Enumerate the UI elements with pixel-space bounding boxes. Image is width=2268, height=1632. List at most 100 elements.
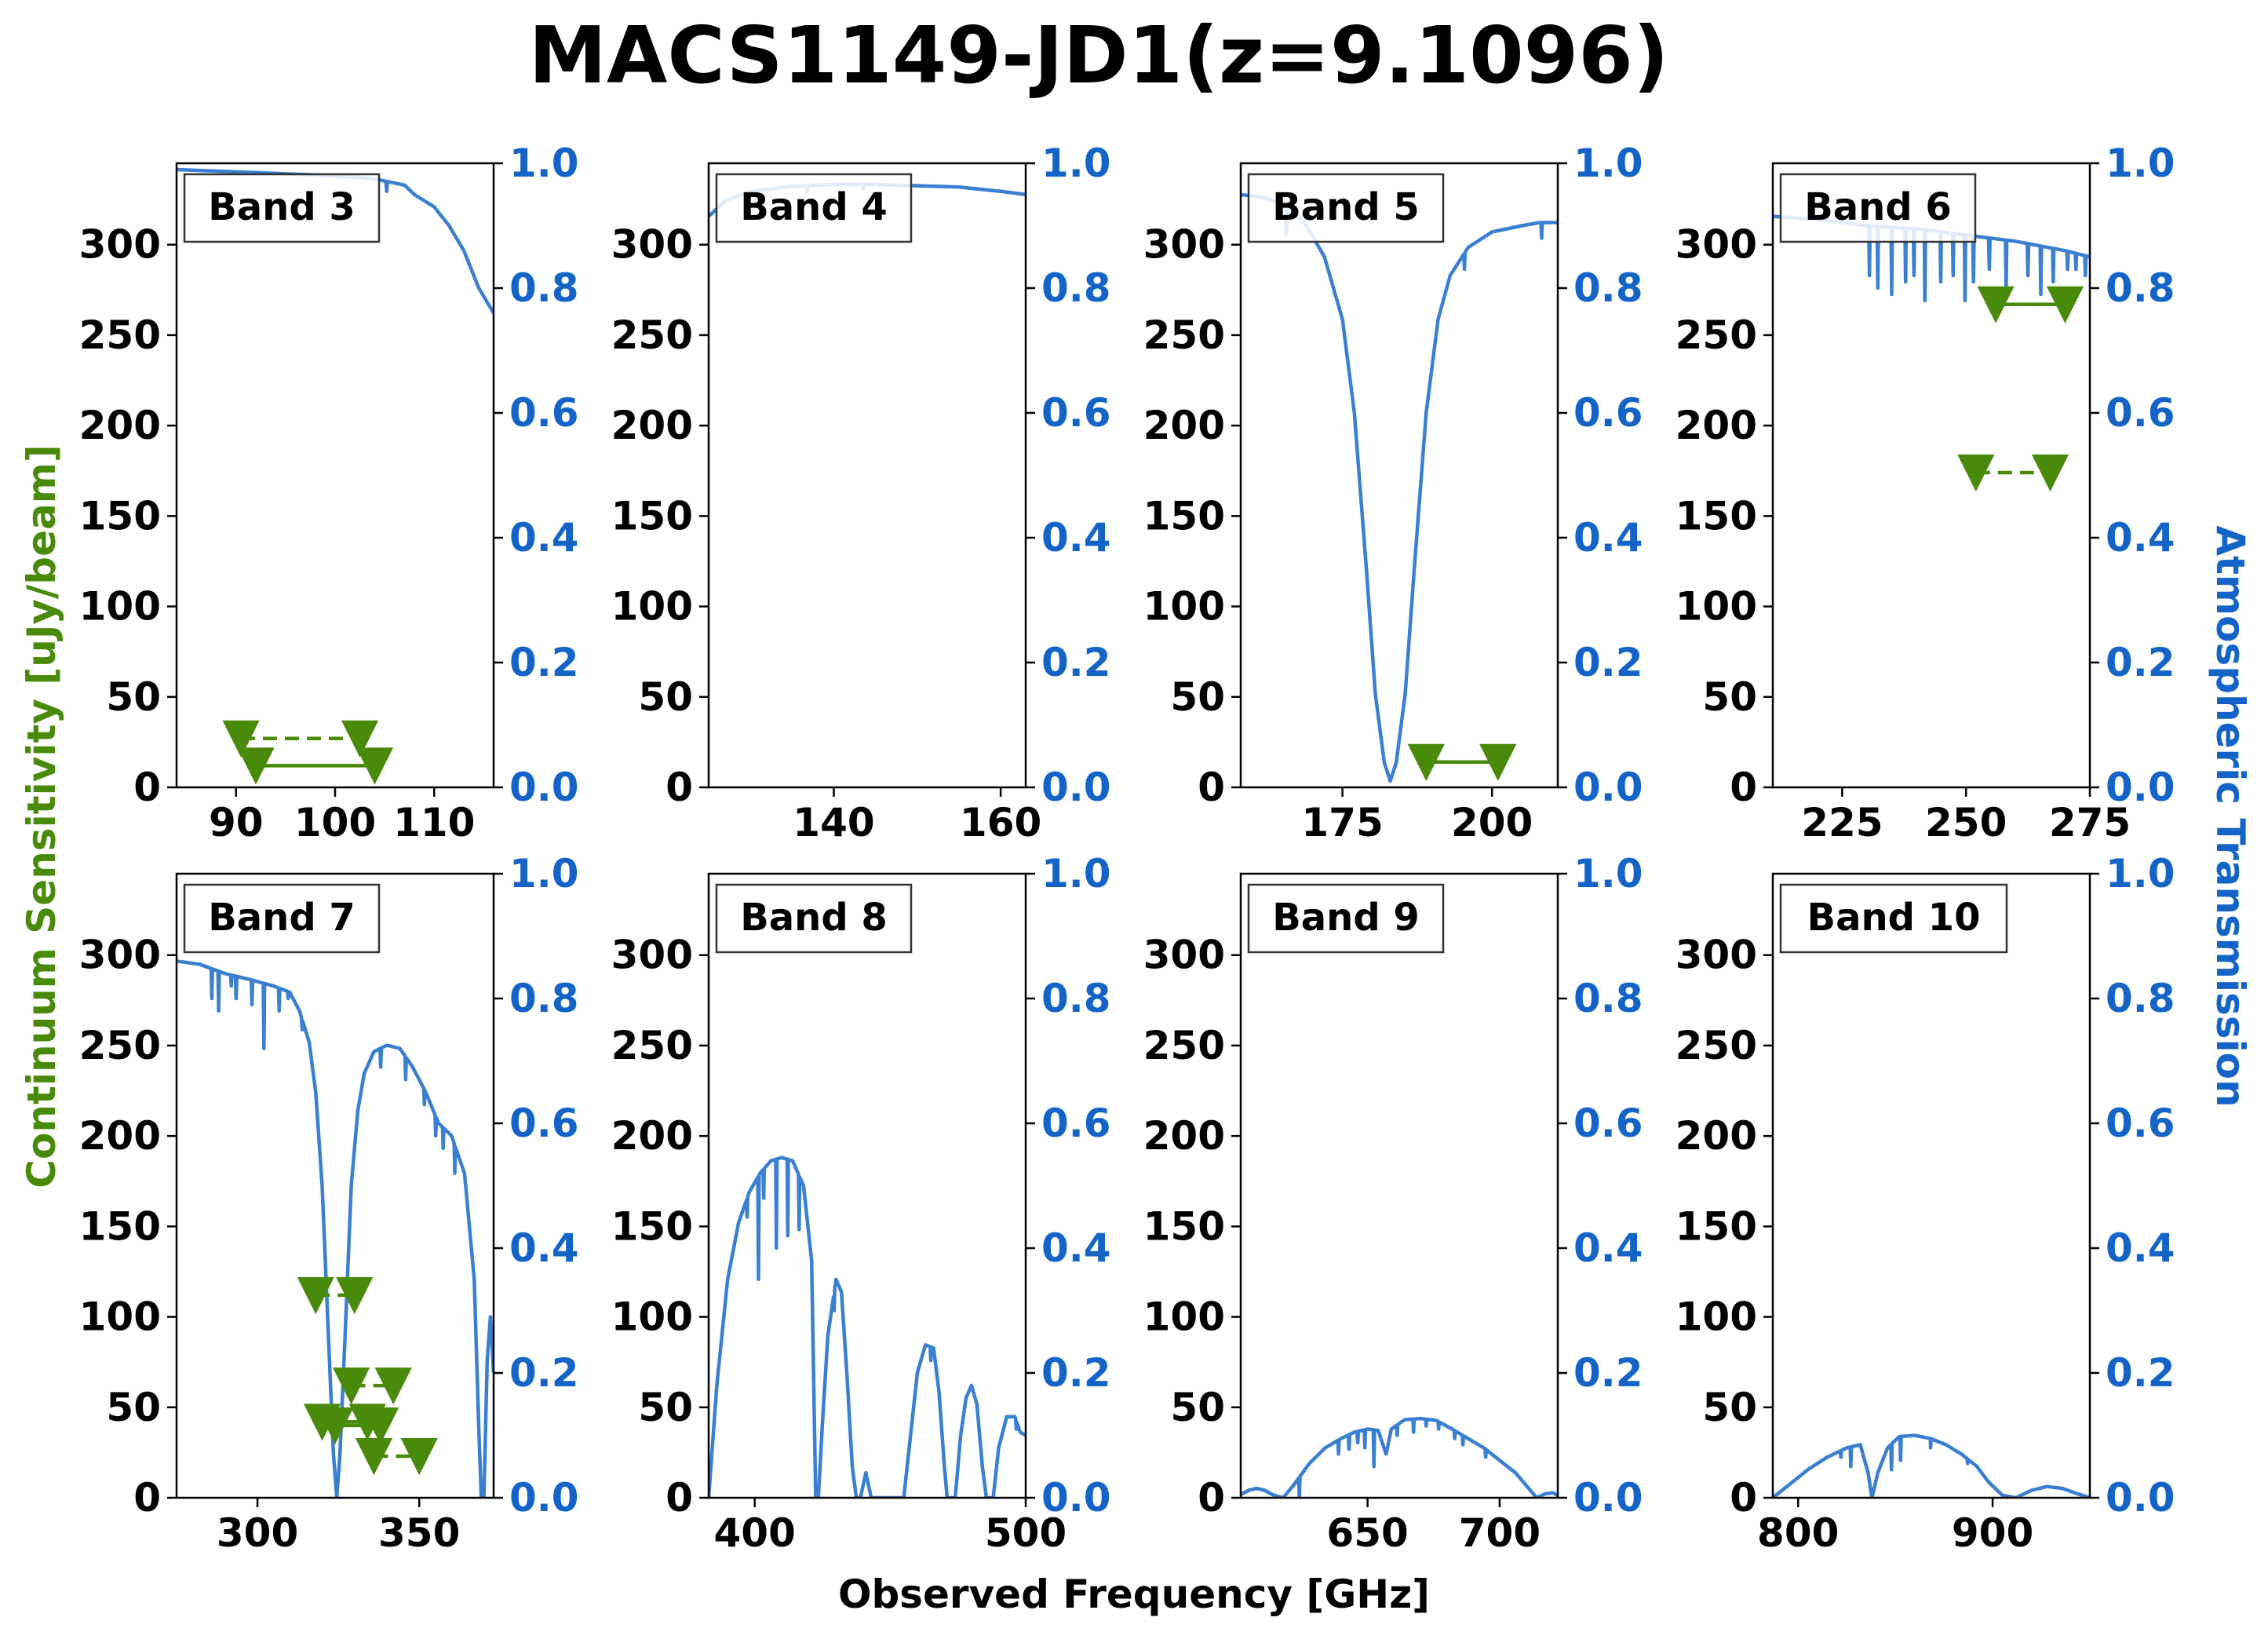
left-y-tick-label: 200 bbox=[1675, 1113, 1757, 1159]
right-y-tick-label: 0.4 bbox=[1573, 515, 1643, 560]
x-tick-label: 250 bbox=[1925, 800, 2007, 845]
left-y-tick-label: 200 bbox=[1143, 1113, 1225, 1159]
right-y-tick-label: 0.4 bbox=[2106, 1225, 2175, 1271]
right-y-tick-label: 0.0 bbox=[1573, 765, 1643, 810]
left-y-tick-label: 0 bbox=[1198, 765, 1225, 810]
left-y-tick-label: 250 bbox=[1143, 1023, 1225, 1068]
left-y-tick-label: 300 bbox=[1143, 222, 1225, 268]
left-y-tick-label: 250 bbox=[1143, 312, 1225, 358]
left-y-tick-label: 150 bbox=[1675, 1203, 1757, 1249]
right-y-tick-label: 0.4 bbox=[509, 515, 579, 560]
right-y-tick-label: 1.0 bbox=[2106, 141, 2175, 186]
right-y-tick-label: 0.0 bbox=[2106, 1475, 2175, 1521]
band-label-band-4: Band 4 bbox=[740, 185, 888, 229]
left-y-tick-label: 150 bbox=[79, 493, 161, 539]
right-y-tick-label: 0.6 bbox=[1041, 1101, 1111, 1146]
x-tick-label: 700 bbox=[1459, 1510, 1541, 1556]
band-label-box-band-9 bbox=[1247, 883, 1445, 954]
left-y-tick-label: 0 bbox=[665, 765, 693, 810]
left-y-tick-label: 100 bbox=[1675, 584, 1757, 630]
left-y-tick-label: 100 bbox=[79, 584, 161, 630]
left-y-tick-label: 100 bbox=[1143, 584, 1225, 630]
left-y-tick-label: 300 bbox=[1143, 933, 1225, 978]
left-y-tick-label: 250 bbox=[1675, 312, 1757, 358]
left-y-tick-label: 0 bbox=[133, 1475, 161, 1521]
panel-frame-band-5 bbox=[1239, 162, 1559, 789]
band-label-band-6: Band 6 bbox=[1804, 185, 1952, 229]
left-y-tick-label: 100 bbox=[79, 1294, 161, 1340]
left-y-tick-label: 150 bbox=[611, 493, 693, 539]
sensitivity-marker-band-6-0-low bbox=[1977, 286, 2015, 323]
sensitivity-marker-band-7-1-low bbox=[332, 1367, 370, 1405]
x-tick-label: 650 bbox=[1326, 1510, 1408, 1556]
x-tick-label: 900 bbox=[1952, 1510, 2033, 1556]
left-y-tick-label: 150 bbox=[611, 1203, 693, 1249]
sensitivity-marker-band-7-4-high bbox=[400, 1438, 438, 1476]
sensitivity-marker-band-7-3-high bbox=[362, 1407, 399, 1445]
right-y-tick-label: 0.6 bbox=[509, 390, 579, 436]
left-y-tick-label: 0 bbox=[665, 1475, 693, 1521]
left-y-tick-label: 0 bbox=[1730, 765, 1757, 810]
left-y-tick-label: 200 bbox=[79, 1113, 161, 1159]
sensitivity-marker-band-5-0-low bbox=[1407, 743, 1445, 781]
left-y-tick-label: 300 bbox=[79, 222, 161, 268]
transmission-line-band-9 bbox=[1241, 1416, 1558, 1498]
right-y-tick-label: 0.0 bbox=[509, 765, 579, 810]
left-y-tick-label: 50 bbox=[638, 1385, 693, 1430]
right-y-tick-label: 0.8 bbox=[509, 976, 579, 1021]
right-y-tick-label: 0.4 bbox=[2106, 515, 2175, 560]
panel-frame-band-8 bbox=[707, 872, 1027, 1499]
right-y-tick-label: 0.2 bbox=[2106, 640, 2175, 685]
x-tick-label: 300 bbox=[217, 1510, 298, 1556]
panel-band-3: 0 50 100 150 200 250 300 0.0 0.2 0.4 0.6 0.8 1.0 90 10… bbox=[79, 141, 579, 845]
band-label-box-band-6 bbox=[1779, 173, 1977, 243]
left-y-tick-label: 250 bbox=[79, 1023, 161, 1068]
right-y-tick-label: 0.0 bbox=[1041, 765, 1111, 810]
sensitivity-marker-band-3-0-high bbox=[341, 720, 379, 758]
right-y-tick-label: 1.0 bbox=[509, 851, 579, 896]
left-y-tick-label: 50 bbox=[1170, 1385, 1225, 1430]
right-y-axis-label: Atmospheric Transmission bbox=[2208, 525, 2253, 1107]
left-y-tick-label: 0 bbox=[1730, 1475, 1757, 1521]
panel-frame-band-9 bbox=[1239, 872, 1559, 1499]
right-y-tick-label: 0.2 bbox=[1573, 1350, 1643, 1396]
right-y-tick-label: 0.4 bbox=[1041, 1225, 1111, 1271]
left-y-tick-label: 200 bbox=[611, 403, 693, 448]
x-tick-label: 500 bbox=[985, 1510, 1067, 1556]
band-label-box-band-10 bbox=[1779, 883, 2008, 954]
band-label-band-9: Band 9 bbox=[1272, 896, 1420, 940]
sensitivity-marker-band-7-0-high bbox=[336, 1276, 374, 1315]
left-y-tick-label: 0 bbox=[133, 765, 161, 810]
left-y-tick-label: 300 bbox=[1675, 222, 1757, 268]
transmission-line-band-8 bbox=[709, 1156, 1026, 1498]
left-y-tick-label: 100 bbox=[1675, 1294, 1757, 1340]
sensitivity-marker-band-7-0-low bbox=[297, 1276, 334, 1315]
band-label-band-7: Band 7 bbox=[208, 896, 356, 940]
panel-frame-band-3 bbox=[175, 162, 495, 789]
right-y-tick-label: 0.8 bbox=[509, 265, 579, 311]
transmission-line-band-5 bbox=[1241, 192, 1558, 783]
band-label-band-3: Band 3 bbox=[208, 185, 356, 229]
right-y-tick-label: 1.0 bbox=[1041, 851, 1111, 896]
panel-band-9: 0 50 100 150 200 250 300 0.0 0.2 0.4 0.6 0.8 1.0 650 7… bbox=[1143, 851, 1643, 1556]
right-y-tick-label: 0.8 bbox=[2106, 265, 2175, 311]
x-tick-label: 275 bbox=[2049, 800, 2131, 845]
left-y-tick-label: 150 bbox=[1675, 493, 1757, 539]
left-y-tick-label: 250 bbox=[611, 1023, 693, 1068]
panel-band-7: 0 50 100 150 200 250 300 0.0 0.2 0.4 0.6 0.8 1.0 300 3… bbox=[79, 851, 579, 1556]
left-y-tick-label: 50 bbox=[1702, 1385, 1757, 1430]
band-label-box-band-4 bbox=[715, 173, 913, 243]
panel-frame-band-6 bbox=[1771, 162, 2091, 789]
left-y-tick-label: 300 bbox=[1675, 933, 1757, 978]
x-tick-label: 200 bbox=[1451, 800, 1533, 845]
right-y-tick-label: 0.6 bbox=[1041, 390, 1111, 436]
sensitivity-marker-band-5-0-high bbox=[1479, 743, 1517, 781]
left-y-tick-label: 50 bbox=[638, 674, 693, 720]
band-label-band-10: Band 10 bbox=[1807, 896, 1980, 940]
x-tick-label: 90 bbox=[209, 800, 264, 845]
sensitivity-marker-band-7-3-low bbox=[316, 1407, 354, 1445]
left-y-tick-label: 300 bbox=[611, 933, 693, 978]
left-y-tick-label: 0 bbox=[1198, 1475, 1225, 1521]
right-y-tick-label: 0.0 bbox=[509, 1475, 579, 1521]
